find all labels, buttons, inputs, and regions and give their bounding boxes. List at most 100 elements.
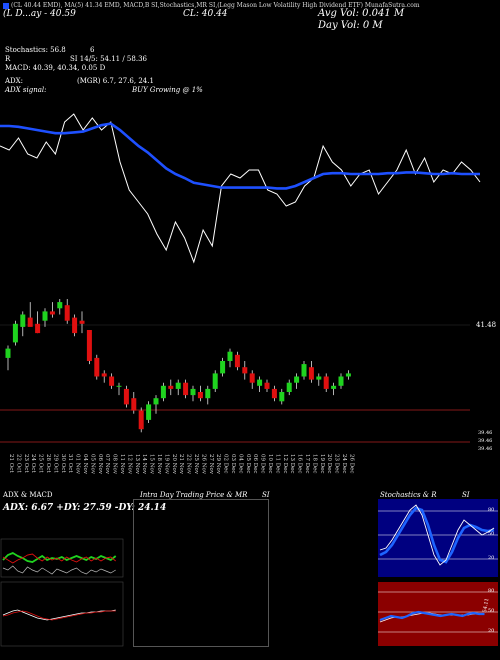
candle-body	[64, 305, 70, 321]
x-tick-label: 05 Dec	[245, 454, 251, 474]
x-tick-label: 27 Nov	[208, 454, 214, 475]
adx-panel-values: ADX: 6.67 +DY: 27.59 -DY: 24.14	[3, 503, 167, 513]
candle-body	[345, 373, 351, 377]
candle-body	[264, 382, 270, 389]
candle-body	[160, 385, 166, 399]
x-tick-label: 13 Nov	[134, 454, 140, 475]
adx-signal-value: BUY Growing @ 1%	[132, 86, 203, 94]
x-tick-label: 26 Dec	[348, 454, 354, 474]
x-tick-label: 02 Dec	[223, 454, 229, 474]
adx-panel-title: ADX & MACD	[3, 491, 53, 499]
x-tick-label: 26 Nov	[200, 454, 206, 475]
candle-body	[131, 398, 137, 411]
x-tick-label: 13 Dec	[289, 454, 295, 474]
stoch-level-20: 20	[488, 555, 495, 561]
x-tick-label: 04 Dec	[237, 454, 243, 474]
candle-body	[79, 320, 85, 324]
x-tick-label: 18 Dec	[311, 454, 317, 474]
rsi-level-80: 80	[488, 588, 495, 594]
candle-body	[20, 314, 26, 327]
candle-body	[27, 317, 33, 327]
series-line-price	[0, 113, 481, 264]
adx-minus-line	[2, 553, 116, 564]
si-value: SI 14/5: 54.11 / 58.36	[70, 55, 147, 63]
candle-body	[323, 376, 329, 389]
candle-body	[12, 323, 18, 343]
candle-body	[197, 392, 203, 399]
candle-body	[86, 330, 92, 361]
adx-value: (MGR) 6.7, 27.6, 24.1	[77, 77, 154, 85]
x-tick-label: 23 Oct	[23, 454, 29, 473]
candle-body	[183, 382, 189, 396]
candle-body	[249, 373, 255, 383]
stoch-level-50: 50	[488, 531, 495, 537]
stoch-line: Stochastics: 56.8 6	[5, 46, 94, 54]
candle-body	[331, 385, 337, 389]
candle-body	[5, 348, 11, 358]
x-tick-label: 31 Oct	[67, 454, 73, 473]
legend-square-icon	[3, 2, 9, 9]
x-tick-label: 06 Nov	[97, 454, 103, 475]
macd-signal-line	[2, 610, 116, 621]
x-tick-label: 22 Oct	[15, 454, 21, 473]
x-tick-label: 17 Dec	[304, 454, 310, 474]
candle-body	[271, 388, 277, 399]
rsi-line	[379, 610, 485, 622]
candle-body	[294, 376, 300, 383]
intraday-panel-title: Intra Day Trading Price & MR	[140, 491, 248, 499]
stoch-panel-bg	[378, 499, 498, 577]
x-tick-label: 24 Oct	[30, 454, 36, 473]
close-price: CL: 40.44	[183, 9, 228, 19]
avg-volume: Avg Vol: 0.041 M	[318, 8, 405, 19]
candle-body	[57, 302, 63, 309]
x-tick-label: 11 Dec	[274, 454, 280, 474]
candle-body	[234, 354, 240, 368]
candle-body	[116, 385, 122, 387]
x-tick-label: 21 Nov	[178, 454, 184, 475]
candle-body	[109, 376, 115, 386]
candle-body	[153, 398, 159, 405]
price-label-low1: 39.46	[478, 430, 493, 436]
stoch-label: Stochastics: 56.8	[5, 46, 66, 54]
candle-body	[35, 323, 41, 334]
macd-panel-box	[0, 581, 124, 647]
x-tick-label: 25 Nov	[193, 454, 199, 475]
stoch-value: 6	[90, 46, 95, 54]
x-tick-label: 19 Dec	[319, 454, 325, 474]
stoch-panel-title: Stochastics & R	[380, 491, 437, 499]
candle-body	[72, 317, 78, 334]
candle-body	[205, 388, 211, 399]
rsi-level-20: 20	[488, 628, 495, 634]
adx-panel-box	[0, 538, 124, 578]
candle-body	[316, 376, 322, 380]
stoch-level-80: 80	[488, 507, 495, 513]
candle-body	[49, 311, 55, 315]
candle-body	[242, 367, 248, 374]
price-line: (L D...ay - 40.59	[3, 9, 76, 19]
candle-body	[175, 382, 181, 389]
candle-body	[227, 351, 233, 361]
x-tick-label: 11 Nov	[119, 454, 125, 475]
day-volume: Day Vol: 0 M	[318, 20, 383, 31]
rsi-level-50: 50	[488, 608, 495, 614]
x-tick-label: 18 Nov	[156, 454, 162, 475]
x-tick-label: 09 Dec	[260, 454, 266, 474]
candle-body	[301, 364, 307, 377]
candle-body	[168, 385, 174, 389]
adx-line	[2, 565, 116, 575]
candle-body	[138, 410, 144, 430]
x-tick-label: 01 Nov	[75, 454, 81, 475]
candle-body	[146, 404, 152, 420]
x-tick-label: 16 Dec	[297, 454, 303, 474]
si-label: R	[5, 55, 11, 63]
intraday-panel-si: SI	[262, 491, 270, 499]
x-tick-label: 08 Nov	[112, 454, 118, 475]
price-label-low2: 39.46	[478, 438, 493, 444]
stoch-d-line	[379, 506, 495, 564]
adx-line: ADX: (MGR) 6.7, 27.6, 24.1	[5, 77, 205, 85]
candle-body	[308, 367, 314, 380]
candle-body	[94, 357, 100, 377]
adx-signal-line: ADX signal: BUY Growing @ 1%	[5, 86, 205, 94]
series-line-ma	[0, 122, 480, 190]
